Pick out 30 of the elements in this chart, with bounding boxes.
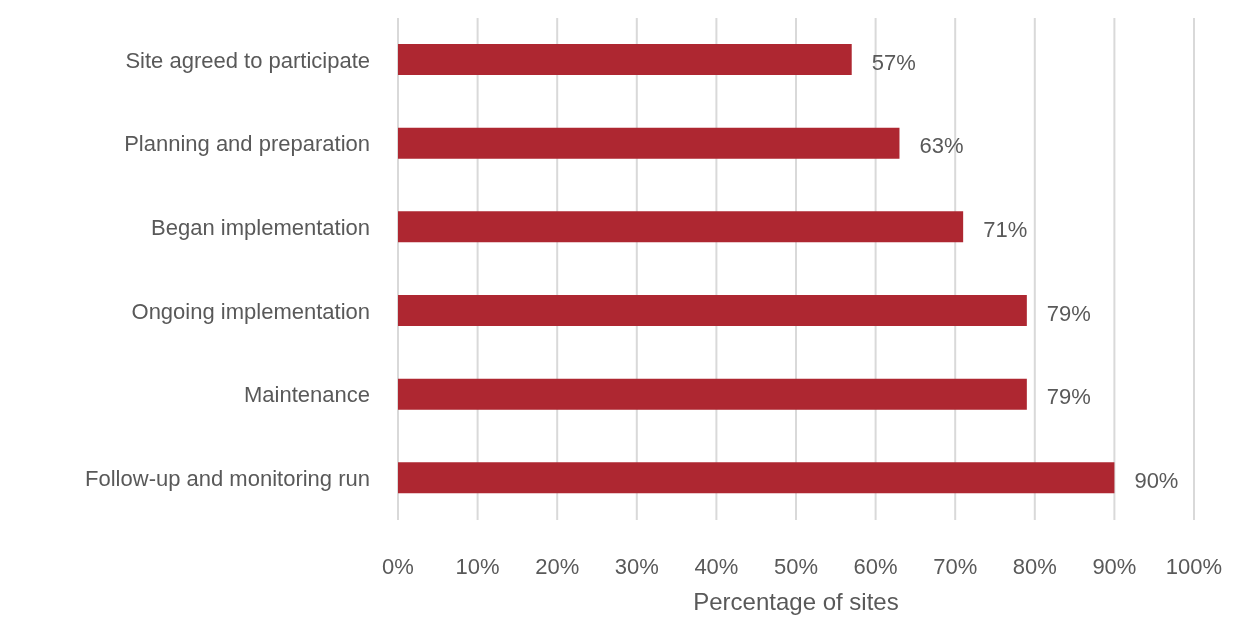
y-tick-label: Ongoing implementation: [131, 298, 370, 324]
data-label: 79%: [1046, 384, 1091, 410]
bar: [398, 378, 1027, 410]
bar: [398, 44, 852, 75]
x-tick-label: 50%: [773, 553, 819, 579]
y-tick-label: Began implementation: [151, 214, 370, 240]
x-tick-label: 20%: [535, 553, 580, 579]
data-label: 63%: [919, 133, 964, 159]
x-tick-label: 40%: [694, 553, 739, 579]
data-label: 57%: [871, 49, 916, 75]
bar: [398, 127, 900, 159]
x-tick-label: 80%: [1012, 553, 1057, 579]
data-label: 79%: [1046, 300, 1091, 326]
x-axis-title: Percentage of sites: [693, 588, 899, 615]
y-tick-label: Follow-up and monitoring run: [85, 465, 370, 491]
x-tick-label: 100%: [1165, 553, 1223, 579]
x-tick-label: 60%: [853, 553, 898, 579]
bar: [398, 295, 1027, 326]
y-tick-label: Planning and preparation: [124, 131, 370, 157]
x-tick-label: 30%: [614, 553, 659, 579]
y-tick-label: Site agreed to participate: [125, 47, 370, 73]
x-tick-label: 90%: [1092, 553, 1137, 579]
data-label: 71%: [983, 216, 1028, 242]
x-tick-label: 70%: [933, 553, 978, 579]
data-label: 90%: [1134, 467, 1179, 493]
x-tick-label: 10%: [455, 553, 500, 579]
y-tick-label: Maintenance: [244, 382, 370, 408]
x-tick-label: 0%: [382, 553, 414, 579]
bar: [398, 462, 1115, 494]
bar: [398, 211, 964, 243]
